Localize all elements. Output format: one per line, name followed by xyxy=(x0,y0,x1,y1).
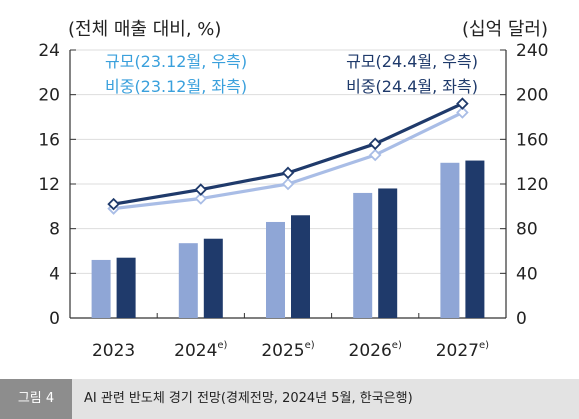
left-tick-label: 0 xyxy=(49,309,60,329)
bar-1 xyxy=(440,162,460,318)
caption-bar: 그림 4 AI 관련 반도체 경기 전망(경제전망, 2024년 5월, 한국은… xyxy=(0,379,579,419)
line-marker-1 xyxy=(281,177,295,191)
x-tick-label: 2023 xyxy=(92,341,135,361)
left-tick-label: 12 xyxy=(38,175,60,195)
x-tick-superscript: e) xyxy=(479,340,489,351)
right-axis-label: (십억 달러) xyxy=(462,19,548,40)
caption-label: 그림 4 xyxy=(0,379,72,419)
right-tick-label: 0 xyxy=(516,309,527,329)
right-tick-label: 200 xyxy=(516,86,548,106)
x-tick-label: 2025e) xyxy=(261,340,314,361)
left-tick-label: 24 xyxy=(38,41,60,61)
line-marker-1 xyxy=(368,148,382,162)
right-tick-label: 240 xyxy=(516,41,548,61)
legend-entry-2: 비중(23.12월, 좌측) xyxy=(105,77,247,96)
bar-2 xyxy=(465,160,485,318)
line-marker-1 xyxy=(194,192,208,205)
x-tick-superscript: e) xyxy=(305,340,315,351)
left-tick-label: 16 xyxy=(38,130,60,150)
bar-1 xyxy=(178,243,198,318)
line-marker-1 xyxy=(456,106,469,119)
bar-1 xyxy=(353,192,373,318)
left-tick-label: 4 xyxy=(49,264,60,284)
bar-2 xyxy=(378,188,398,318)
legend-entry-1: 규모(23.12월, 우측) xyxy=(105,52,247,71)
line-marker-2 xyxy=(194,183,208,196)
line-marker-2 xyxy=(456,97,469,110)
x-tick-label: 2024e) xyxy=(174,340,227,361)
right-tick-label: 40 xyxy=(516,264,538,284)
right-tick-label: 120 xyxy=(516,175,548,195)
x-tick-label: 2026e) xyxy=(349,340,402,361)
legend-entry-3: 규모(24.4월, 우측) xyxy=(346,52,478,71)
line-marker-2 xyxy=(107,197,120,211)
left-tick-label: 20 xyxy=(38,86,60,106)
bar-2 xyxy=(116,257,136,318)
left-tick-label: 8 xyxy=(49,220,60,240)
right-tick-label: 80 xyxy=(516,220,538,240)
right-tick-label: 160 xyxy=(516,130,548,150)
bar-1 xyxy=(266,221,285,318)
x-tick-label: 2027e) xyxy=(436,340,489,361)
bar-2 xyxy=(203,238,223,318)
caption-text: AI 관련 반도체 경기 전망(경제전망, 2024년 5월, 한국은행) xyxy=(84,391,413,406)
bar-1 xyxy=(91,259,111,318)
line-marker-2 xyxy=(281,166,295,180)
bar-2 xyxy=(291,215,310,318)
left-axis-label: (전체 매출 대비, %) xyxy=(68,19,221,40)
x-tick-superscript: e) xyxy=(217,340,227,351)
legend-entry-4: 비중(24.4월, 좌측) xyxy=(346,77,478,96)
line-marker-2 xyxy=(368,137,382,151)
x-tick-superscript: e) xyxy=(392,340,402,351)
